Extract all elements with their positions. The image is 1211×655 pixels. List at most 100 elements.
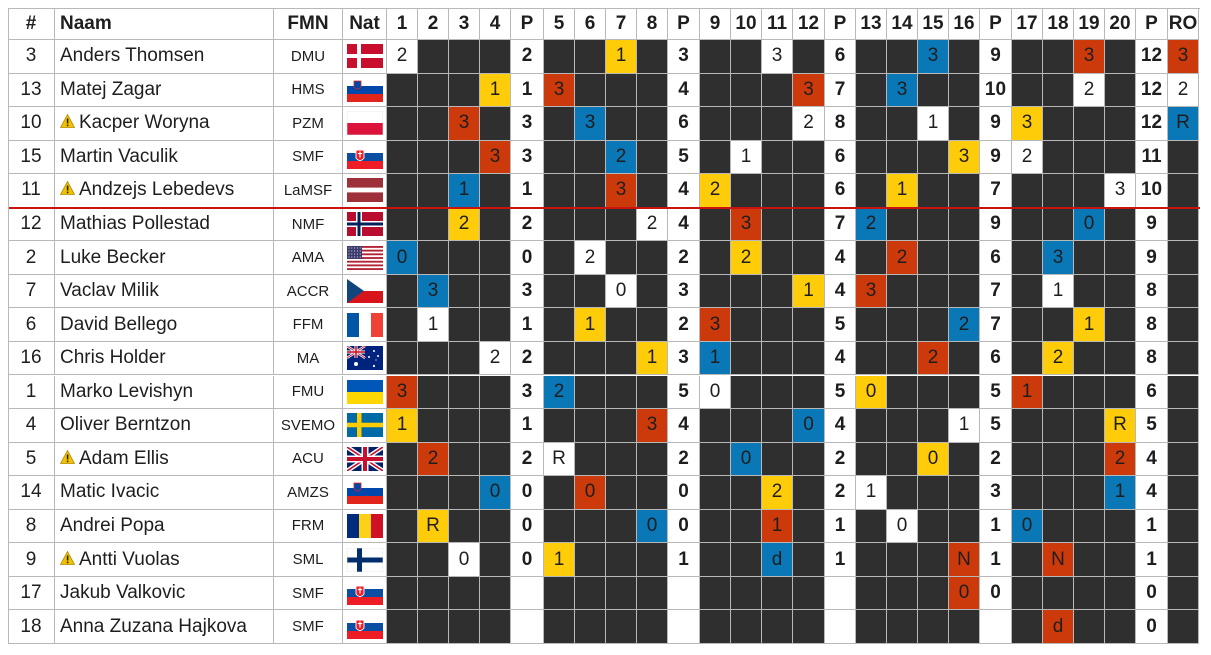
slovakia-flag [346, 144, 383, 169]
rider-number: 7 [8, 274, 55, 309]
column-header-29[interactable]: P [1136, 8, 1168, 40]
heat-result: 3 [762, 40, 793, 74]
column-header-8[interactable]: 4 [480, 8, 511, 40]
points-total: 1 [511, 73, 544, 108]
heat-result: R [418, 509, 449, 544]
heat-result [793, 40, 825, 74]
heat-result [449, 40, 480, 74]
column-header-12[interactable]: 7 [606, 8, 637, 40]
column-header-24[interactable]: P [980, 8, 1012, 40]
heat-result [575, 543, 606, 577]
rider-name[interactable]: David Bellego [55, 308, 274, 342]
column-header-5[interactable]: 1 [387, 8, 418, 40]
heat-result: 1 [1074, 308, 1105, 342]
heat-result [1074, 476, 1105, 510]
rider-name[interactable]: Oliver Berntzon [55, 409, 274, 443]
column-header-28[interactable]: 20 [1105, 8, 1136, 40]
rider-name[interactable]: Vaclav Milik [55, 274, 274, 309]
heat-result [1168, 341, 1199, 376]
heat-result [449, 442, 480, 477]
column-header-6[interactable]: 2 [418, 8, 449, 40]
rider-name[interactable]: Matej Zagar [55, 73, 274, 108]
heat-result: 0 [856, 375, 887, 410]
heat-result [544, 107, 575, 141]
points-total: 12 [1136, 107, 1168, 141]
points-total: 4 [668, 207, 700, 242]
usa-flag [346, 245, 383, 270]
points-total: 10 [980, 73, 1012, 108]
points-total: 4 [1136, 476, 1168, 510]
heat-result [949, 341, 980, 376]
column-header-14[interactable]: P [668, 8, 700, 40]
rider-name[interactable]: Martin Vaculik [55, 140, 274, 175]
rider-name[interactable]: Jakub Valkovic [55, 576, 274, 611]
rider-name[interactable]: Matic Ivacic [55, 476, 274, 510]
rider-name[interactable]: Adam Ellis [55, 442, 274, 477]
heat-result: 2 [480, 341, 511, 376]
points-total: 9 [1136, 207, 1168, 242]
slovenia-flag [343, 476, 387, 510]
heat-result [387, 509, 418, 544]
federation: AMA [274, 241, 343, 275]
rider-name[interactable]: Kacper Woryna [55, 107, 274, 141]
rider-name-label: Anders Thomsen [60, 45, 205, 67]
column-header-17[interactable]: 11 [762, 8, 793, 40]
heat-result [1168, 442, 1199, 477]
rider-name[interactable]: Marko Levishyn [55, 375, 274, 410]
column-header-19[interactable]: P [825, 8, 856, 40]
heat-result [949, 610, 980, 644]
rider-name[interactable]: Mathias Pollestad [55, 207, 274, 242]
heat-result [1012, 341, 1043, 376]
column-header-25[interactable]: 17 [1012, 8, 1043, 40]
rider-name-label: Martin Vaculik [60, 145, 178, 167]
rider-number: 13 [8, 73, 55, 108]
column-header-9[interactable]: P [511, 8, 544, 40]
heat-result [887, 207, 918, 242]
heat-result [387, 140, 418, 175]
column-header-2[interactable]: Naam [55, 8, 274, 40]
heat-result [387, 174, 418, 208]
points-total: 5 [980, 375, 1012, 410]
heat-result [918, 375, 949, 410]
heat-result [731, 40, 762, 74]
heat-result: 0 [575, 476, 606, 510]
heat-result [731, 509, 762, 544]
column-header-3[interactable]: FMN [274, 8, 343, 40]
column-header-23[interactable]: 16 [949, 8, 980, 40]
heat-result [480, 241, 511, 275]
column-header-10[interactable]: 5 [544, 8, 575, 40]
heat-result [1012, 610, 1043, 644]
heat-result [480, 610, 511, 644]
column-header-20[interactable]: 13 [856, 8, 887, 40]
heat-result: 0 [700, 375, 731, 410]
rider-name[interactable]: Chris Holder [55, 341, 274, 376]
column-header-15[interactable]: 9 [700, 8, 731, 40]
column-header-30[interactable]: RO [1168, 8, 1199, 40]
rider-name[interactable]: Anna Zuzana Hajkova [55, 610, 274, 644]
column-header-13[interactable]: 8 [637, 8, 668, 40]
rider-name[interactable]: Antti Vuolas [55, 543, 274, 577]
rider-name[interactable]: Anders Thomsen [55, 40, 274, 74]
column-header-11[interactable]: 6 [575, 8, 606, 40]
heat-result [856, 308, 887, 342]
column-header-1[interactable]: # [8, 8, 55, 40]
heat-result [480, 375, 511, 410]
points-total: 6 [668, 107, 700, 141]
column-header-27[interactable]: 19 [1074, 8, 1105, 40]
heat-result [700, 610, 731, 644]
column-header-22[interactable]: 15 [918, 8, 949, 40]
column-header-21[interactable]: 14 [887, 8, 918, 40]
heat-result [762, 73, 793, 108]
column-header-26[interactable]: 18 [1043, 8, 1074, 40]
column-header-16[interactable]: 10 [731, 8, 762, 40]
rider-name[interactable]: Luke Becker [55, 241, 274, 275]
rider-name[interactable]: Andzejs Lebedevs [55, 174, 274, 208]
federation: LaMSF [274, 174, 343, 208]
heat-result [731, 476, 762, 510]
points-total: 4 [825, 409, 856, 443]
heat-result [793, 509, 825, 544]
column-header-18[interactable]: 12 [793, 8, 825, 40]
column-header-7[interactable]: 3 [449, 8, 480, 40]
column-header-4[interactable]: Nat [343, 8, 387, 40]
rider-name[interactable]: Andrei Popa [55, 509, 274, 544]
